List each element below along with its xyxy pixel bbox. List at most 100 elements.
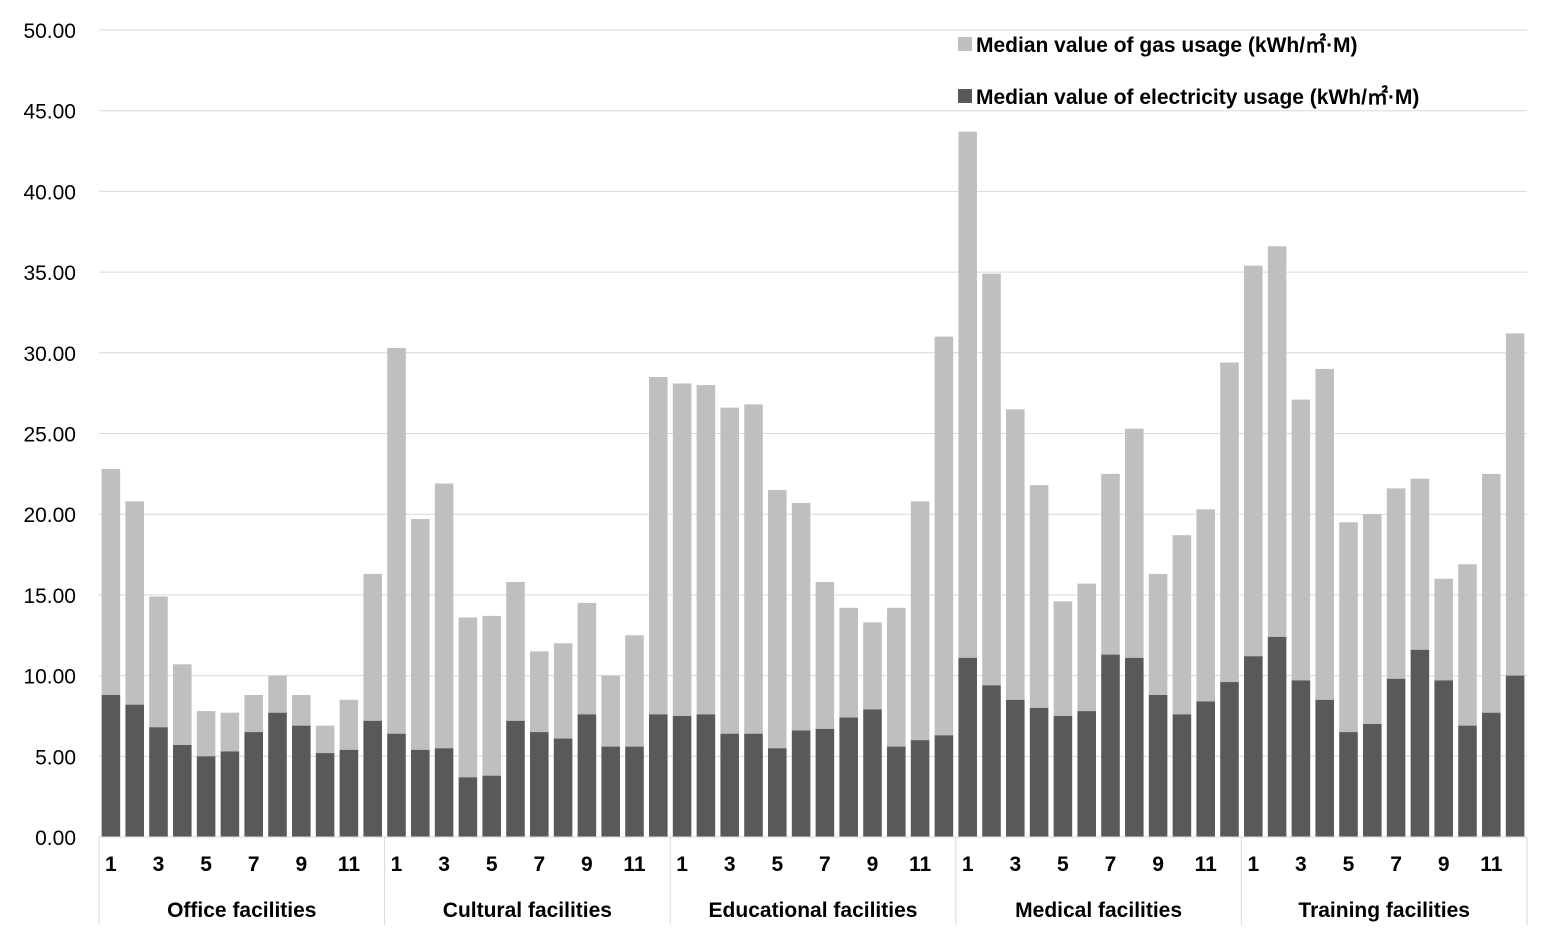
bar-electricity <box>220 751 240 837</box>
bar-electricity <box>292 725 311 837</box>
y-tick-label: 35.00 <box>23 262 76 285</box>
bar-gas <box>1006 409 1025 700</box>
bar-gas <box>315 725 335 754</box>
bar-gas <box>530 651 549 733</box>
x-tick-label: 11 <box>338 853 361 876</box>
bar-electricity <box>815 728 835 837</box>
bar-electricity <box>1386 678 1406 837</box>
bar-electricity <box>101 694 121 837</box>
bar-electricity <box>339 749 359 837</box>
bar-gas <box>601 675 620 747</box>
bar-electricity <box>1148 694 1168 837</box>
bar-gas <box>411 519 430 750</box>
bar-electricity <box>601 746 620 837</box>
bar-electricity <box>1505 675 1525 837</box>
bar-gas <box>910 501 930 741</box>
bar-electricity <box>958 657 977 837</box>
bar-electricity <box>1220 682 1239 837</box>
bar-electricity <box>315 753 335 837</box>
bar-gas <box>292 694 311 726</box>
x-tick-label: 9 <box>581 853 593 876</box>
y-tick-label: 0.00 <box>35 827 76 850</box>
bar-electricity <box>458 777 478 837</box>
bar-electricity <box>1172 714 1192 837</box>
bar-gas <box>387 347 406 734</box>
bar-gas <box>696 385 716 715</box>
bar-gas <box>982 273 1001 686</box>
bar-gas <box>887 607 906 747</box>
bar-gas <box>1482 473 1501 713</box>
bar-electricity <box>1482 712 1501 837</box>
group-label: Office facilities <box>167 899 316 922</box>
bar-electricity <box>530 732 549 837</box>
bar-gas <box>482 615 501 776</box>
bar-gas <box>1101 473 1120 655</box>
group-label: Medical facilities <box>1015 899 1182 922</box>
x-tick-label: 1 <box>391 853 403 876</box>
bar-gas <box>1315 368 1334 700</box>
bar-gas <box>839 607 858 718</box>
bar-gas <box>1291 399 1311 681</box>
group-label: Cultural facilities <box>443 899 612 922</box>
x-tick-label: 1 <box>676 853 688 876</box>
bar-gas <box>149 596 168 728</box>
bar-electricity <box>1339 732 1358 837</box>
bar-gas <box>1434 578 1453 681</box>
y-tick-label: 45.00 <box>23 101 76 124</box>
bar-electricity <box>696 714 716 837</box>
bar-electricity <box>1029 707 1049 837</box>
bar-gas <box>744 404 763 734</box>
bar-gas <box>649 377 668 715</box>
bar-gas <box>220 712 240 752</box>
x-tick-label: 1 <box>105 853 117 876</box>
bars <box>101 131 1525 837</box>
bar-gas <box>506 581 525 721</box>
group-label: Educational facilities <box>709 899 918 922</box>
bar-gas <box>791 502 811 731</box>
x-tick-label: 3 <box>1009 853 1021 876</box>
bar-gas <box>1125 428 1144 658</box>
x-tick-label: 1 <box>1247 853 1259 876</box>
bar-gas <box>363 573 382 721</box>
bar-electricity <box>1101 654 1120 837</box>
bar-electricity <box>1006 699 1025 837</box>
bar-gas <box>625 635 644 747</box>
x-tick-label: 5 <box>200 853 212 876</box>
legend: Median value of gas usage (kWh/㎡·M) Medi… <box>958 33 1419 109</box>
bar-electricity <box>173 745 192 837</box>
x-tick-label: 3 <box>724 853 736 876</box>
bar-gas <box>958 131 977 658</box>
bar-electricity <box>268 712 287 837</box>
bar-electricity <box>1053 715 1073 837</box>
y-tick-label: 10.00 <box>23 666 76 689</box>
x-tick-label: 5 <box>1057 853 1069 876</box>
bar-gas <box>1220 362 1239 683</box>
bar-electricity <box>1125 657 1144 837</box>
x-tick-label: 7 <box>819 853 831 876</box>
y-tick-label: 5.00 <box>35 746 76 769</box>
bar-electricity <box>387 733 406 837</box>
y-tick-label: 15.00 <box>23 585 76 608</box>
bar-gas <box>553 643 573 739</box>
y-tick-label: 40.00 <box>23 181 76 204</box>
bar-electricity <box>863 709 882 837</box>
bar-electricity <box>1458 725 1477 837</box>
x-tick-label: 1 <box>962 853 974 876</box>
bar-gas <box>434 483 454 749</box>
y-tick-label: 30.00 <box>23 343 76 366</box>
bar-electricity <box>1077 711 1096 837</box>
x-tick-label: 7 <box>248 853 260 876</box>
bar-gas <box>1410 478 1430 650</box>
bar-gas <box>1172 535 1192 715</box>
bar-electricity <box>1410 649 1430 837</box>
bar-electricity <box>982 685 1001 837</box>
bar-electricity <box>839 717 858 837</box>
bar-gas <box>268 675 287 713</box>
x-tick-label: 9 <box>295 853 307 876</box>
bar-electricity <box>363 720 382 837</box>
bar-electricity <box>791 730 811 837</box>
bar-gas <box>101 469 121 695</box>
bar-electricity <box>649 714 668 837</box>
x-tick-label: 11 <box>909 853 932 876</box>
